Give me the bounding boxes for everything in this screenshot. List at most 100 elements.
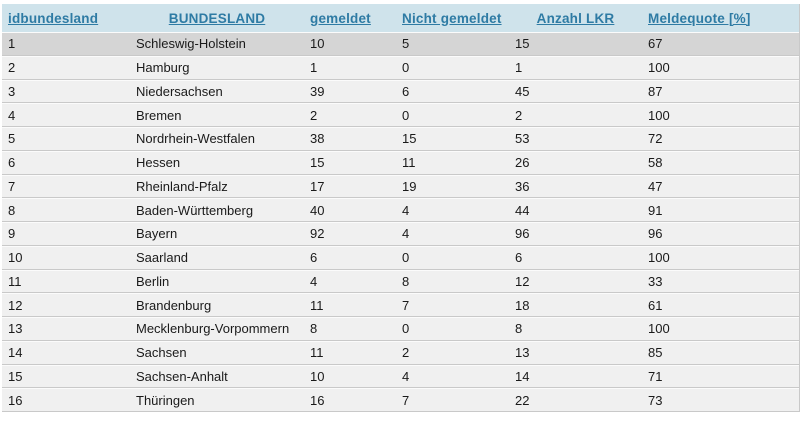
table-row[interactable]: 14 Sachsen 11 2 13 85 [2, 340, 799, 365]
table-cell: 33 [642, 269, 799, 294]
table-cell: 13 [2, 317, 130, 341]
table-cell: Hessen [130, 150, 304, 175]
table-cell: 1 [509, 55, 642, 80]
table-row[interactable]: 8 Baden-Württemberg 40 4 44 91 [2, 198, 799, 222]
table-cell: 10 [2, 245, 130, 270]
table-cell: 15 [304, 150, 396, 175]
table-cell: 17 [304, 174, 396, 199]
table-cell: Hamburg [130, 55, 304, 80]
table-cell: 0 [396, 103, 509, 127]
table-cell: Brandenburg [130, 293, 304, 317]
table-cell: 96 [509, 222, 642, 246]
table-cell: 71 [642, 364, 799, 389]
table-cell: 6 [509, 245, 642, 270]
table-cell: Bayern [130, 222, 304, 246]
table-cell: 15 [2, 364, 130, 389]
table-cell: 11 [304, 340, 396, 365]
table-cell: 11 [304, 293, 396, 317]
table-row[interactable]: 1 Schleswig-Holstein 10 5 15 67 [2, 32, 799, 56]
table-cell: 11 [396, 150, 509, 175]
table-cell: Thüringen [130, 388, 304, 412]
column-header-nicht-gemeldet: Nicht gemeldet [396, 4, 509, 32]
table-cell: 4 [396, 198, 509, 222]
table-cell: 0 [396, 317, 509, 341]
table-cell: Nordrhein-Westfalen [130, 127, 304, 151]
table-cell: 15 [396, 127, 509, 151]
table-cell: 7 [396, 388, 509, 412]
table-cell: 26 [509, 150, 642, 175]
table-cell: 14 [2, 340, 130, 365]
table-cell: 1 [304, 55, 396, 80]
table-cell: 36 [509, 174, 642, 199]
table-cell: 19 [396, 174, 509, 199]
table-cell: 18 [509, 293, 642, 317]
column-header-gemeldet: gemeldet [304, 4, 396, 32]
table-cell: Berlin [130, 269, 304, 294]
table-cell: Baden-Württemberg [130, 198, 304, 222]
table-cell: 91 [642, 198, 799, 222]
table-row[interactable]: 5 Nordrhein-Westfalen 38 15 53 72 [2, 127, 799, 151]
sort-link-gemeldet[interactable]: gemeldet [310, 10, 371, 26]
sort-link-anzahl-lkr[interactable]: Anzahl LKR [536, 10, 615, 26]
table-cell: 44 [509, 198, 642, 222]
table-cell: 85 [642, 340, 799, 365]
table-cell: 2 [396, 340, 509, 365]
table-cell: 10 [304, 32, 396, 56]
table-cell: 4 [396, 222, 509, 246]
table-row[interactable]: 13 Mecklenburg-Vorpommern 8 0 8 100 [2, 317, 799, 341]
table-cell: 92 [304, 222, 396, 246]
table-cell: 45 [509, 79, 642, 104]
table-row[interactable]: 15 Sachsen-Anhalt 10 4 14 71 [2, 364, 799, 389]
column-header-meldequote: Meldequote [%] [642, 4, 799, 32]
table-cell: 1 [2, 32, 130, 56]
table-cell: Rheinland-Pfalz [130, 174, 304, 199]
table-row[interactable]: 3 Niedersachsen 39 6 45 87 [2, 79, 799, 104]
table-row[interactable]: 7 Rheinland-Pfalz 17 19 36 47 [2, 174, 799, 199]
table-cell: 15 [509, 32, 642, 56]
table-row[interactable]: 2 Hamburg 1 0 1 100 [2, 55, 799, 80]
table-cell: 40 [304, 198, 396, 222]
table-cell: Bremen [130, 103, 304, 127]
table-row[interactable]: 12 Brandenburg 11 7 18 61 [2, 293, 799, 317]
table-row[interactable]: 16 Thüringen 16 7 22 73 [2, 388, 799, 412]
table-cell: 12 [509, 269, 642, 294]
table-cell: 38 [304, 127, 396, 151]
bundesland-table: idbundesland BUNDESLAND gemeldet Nicht g… [2, 4, 800, 412]
table-body: 1 Schleswig-Holstein 10 5 15 67 2 Hamburg 1 0 1 100… [2, 32, 799, 412]
table-cell: 4 [2, 103, 130, 127]
table-cell: 8 [304, 317, 396, 341]
table-cell: Niedersachsen [130, 79, 304, 104]
sort-link-nicht-gemeldet[interactable]: Nicht gemeldet [402, 10, 502, 26]
sort-link-meldequote[interactable]: Meldequote [%] [648, 10, 751, 26]
table-cell: 7 [2, 174, 130, 199]
table-cell: 73 [642, 388, 799, 412]
table-cell: 8 [2, 198, 130, 222]
sort-link-idbundesland[interactable]: idbundesland [8, 10, 99, 26]
table-cell: Sachsen-Anhalt [130, 364, 304, 389]
table-row[interactable]: 4 Bremen 2 0 2 100 [2, 103, 799, 127]
table-row[interactable]: 9 Bayern 92 4 96 96 [2, 222, 799, 246]
sort-link-bundesland[interactable]: BUNDESLAND [168, 10, 266, 26]
table-cell: 7 [396, 293, 509, 317]
table-cell: 3 [2, 79, 130, 104]
table-cell: 4 [304, 269, 396, 294]
table-cell: 100 [642, 245, 799, 270]
table-cell: 8 [396, 269, 509, 294]
table-cell: 5 [396, 32, 509, 56]
table-row[interactable]: 6 Hessen 15 11 26 58 [2, 150, 799, 175]
table-cell: 16 [2, 388, 130, 412]
table-cell: 96 [642, 222, 799, 246]
table-cell: Sachsen [130, 340, 304, 365]
table-cell: 6 [2, 150, 130, 175]
table-cell: 6 [396, 79, 509, 104]
table-cell: 10 [304, 364, 396, 389]
table-cell: 100 [642, 55, 799, 80]
table-cell: 4 [396, 364, 509, 389]
table-cell: 61 [642, 293, 799, 317]
column-header-bundesland: BUNDESLAND [130, 4, 304, 32]
table-row[interactable]: 11 Berlin 4 8 12 33 [2, 269, 799, 294]
table-cell: 13 [509, 340, 642, 365]
table-row[interactable]: 10 Saarland 6 0 6 100 [2, 245, 799, 270]
header-row: idbundesland BUNDESLAND gemeldet Nicht g… [2, 4, 799, 32]
table-cell: 5 [2, 127, 130, 151]
